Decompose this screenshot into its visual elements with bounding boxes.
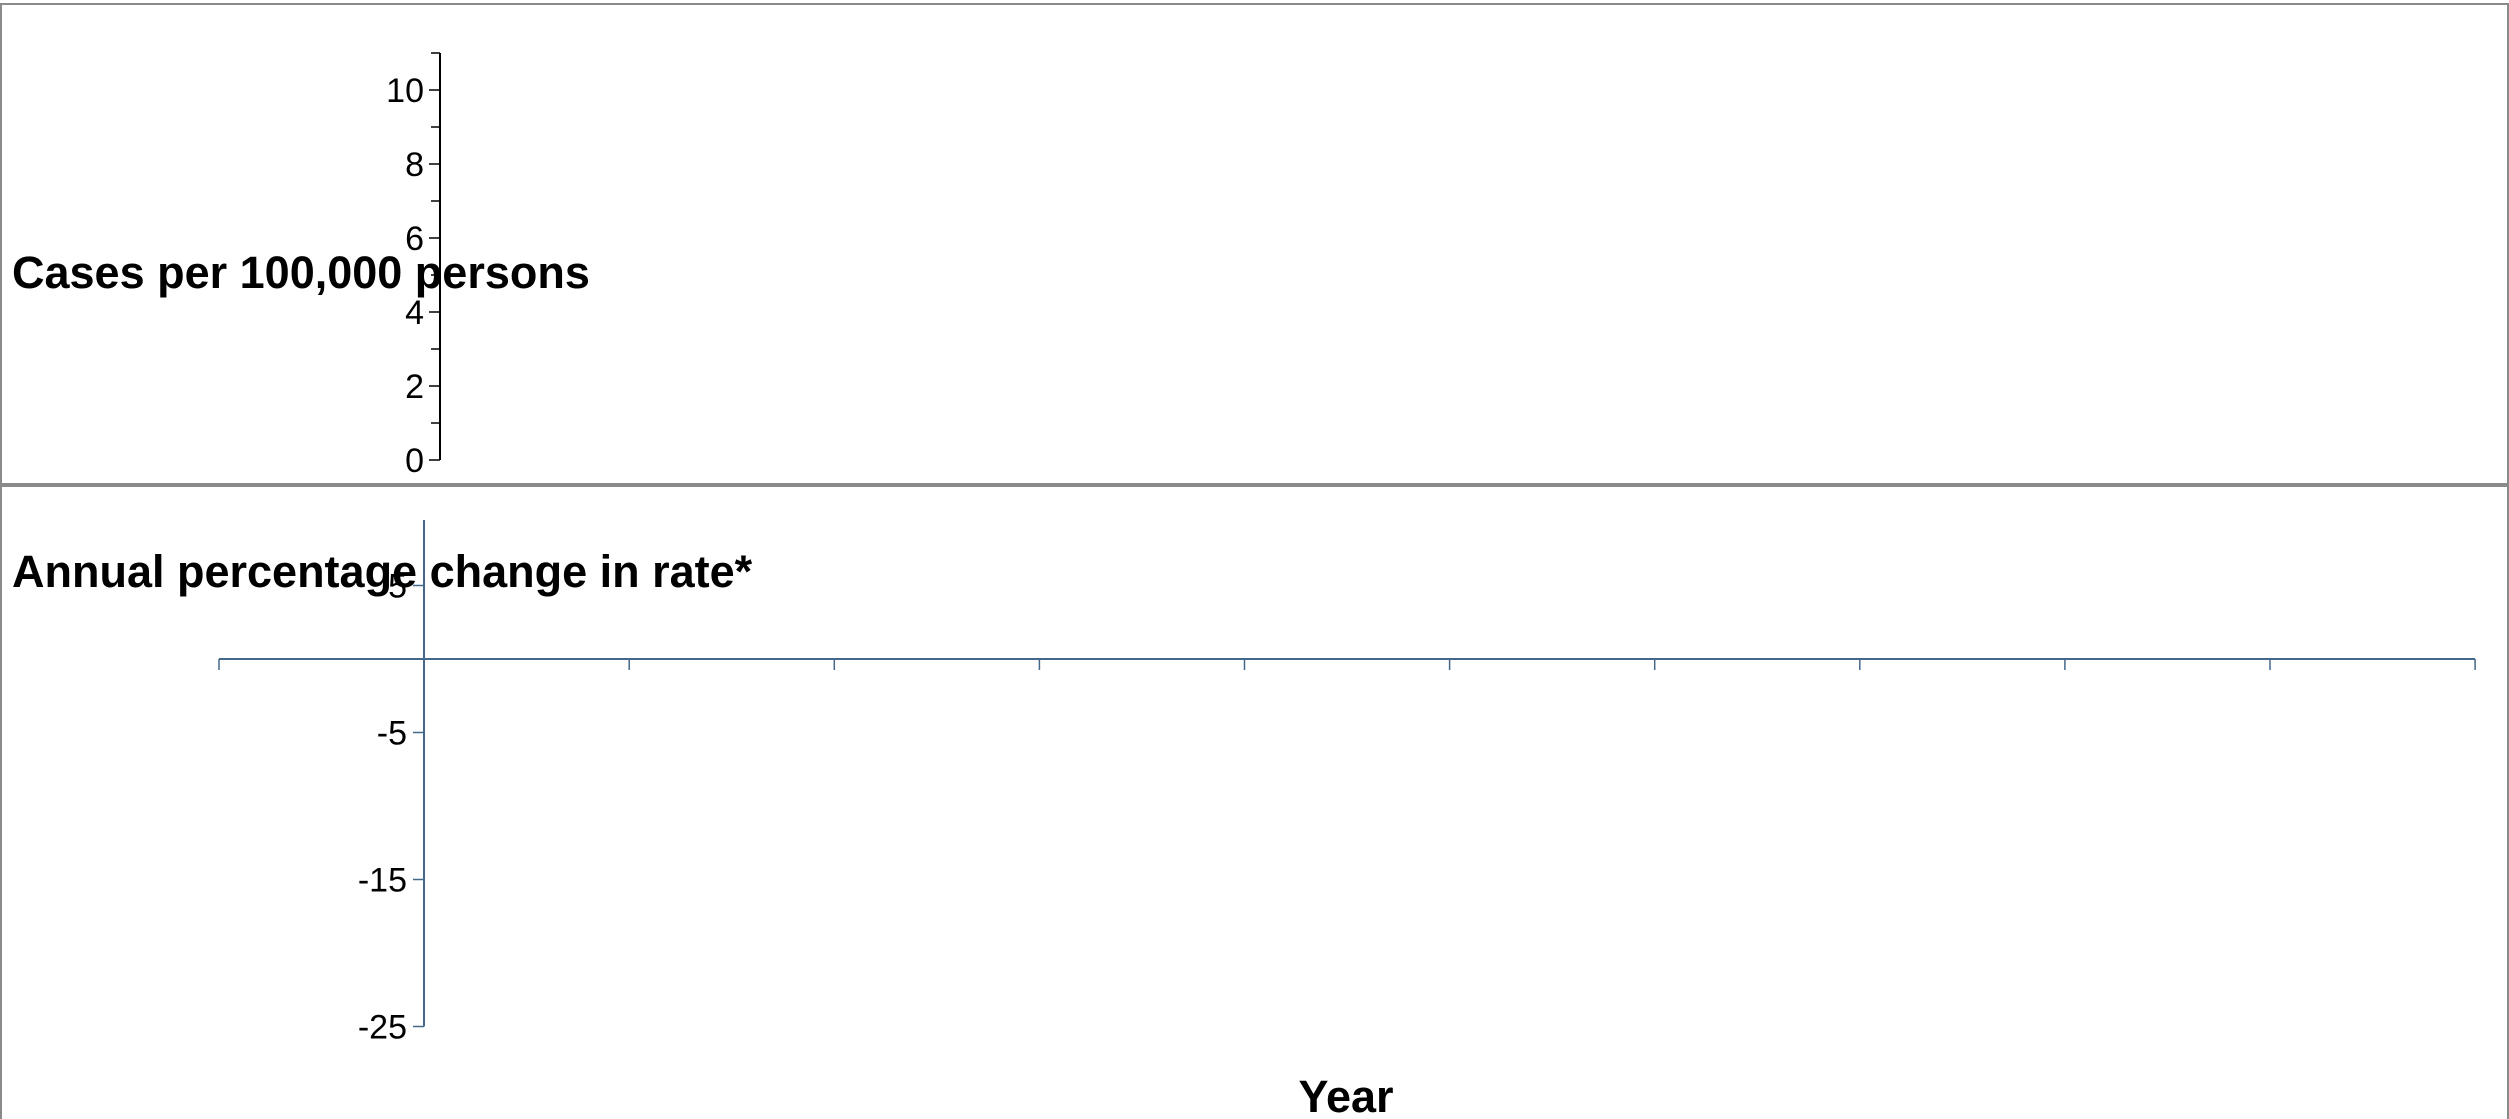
top-y-tick-label: 0 (405, 442, 424, 480)
top-chart-y-tick-labels: 0 2 4 6 8 10 (386, 72, 424, 480)
top-chart-y-axis (429, 52, 441, 461)
bottom-y-tick-label: -15 (358, 862, 407, 900)
bottom-chart-y-axis-title: Annual percentage change in rate* (12, 546, 753, 597)
top-panel-frame (0, 3, 2509, 487)
top-y-tick-label: 10 (386, 72, 424, 110)
bottom-chart-y-tick-labels: 5 -5 -15 -25 (358, 568, 407, 1047)
top-y-tick-label: 2 (405, 368, 424, 406)
top-y-tick-label: 4 (405, 294, 424, 332)
bottom-y-tick-label: -5 (377, 715, 407, 753)
bottom-y-tick-label: 5 (388, 568, 407, 606)
top-y-tick-label: 6 (405, 220, 424, 258)
bottom-panel-frame (0, 483, 2509, 1119)
top-y-tick-label: 8 (405, 146, 424, 184)
bottom-y-tick-label: -25 (358, 1009, 407, 1047)
bottom-chart-x-axis-title: Year (1298, 1071, 1393, 1119)
bottom-chart-axes (218, 520, 2476, 1028)
top-chart-y-axis-title: Cases per 100,000 persons (12, 247, 590, 298)
